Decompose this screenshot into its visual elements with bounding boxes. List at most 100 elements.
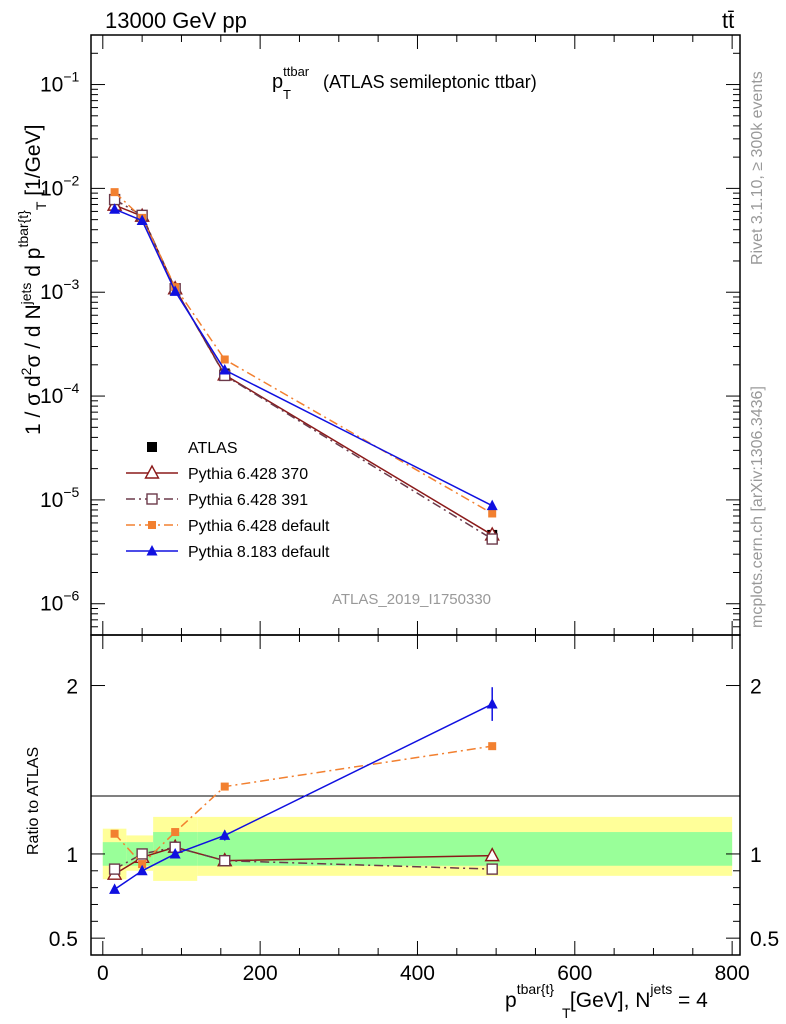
ratio-x-tick-label: 400	[400, 962, 435, 985]
uncertainty-bands	[102, 816, 733, 881]
legend-marker	[146, 545, 158, 556]
ratio-y-tick-label-right: 1	[750, 844, 762, 867]
data-point	[486, 499, 498, 511]
legend-marker	[147, 442, 157, 452]
data-point	[219, 829, 231, 840]
analysis-id-label: ATLAS_2019_I1750330	[332, 591, 491, 608]
main-x-ticks	[102, 35, 733, 635]
x-axis-label: ptbar{t} [GeV], Njets = 4 T	[505, 981, 708, 1021]
main-y-axis: 10−1 10−2 10−3 10−4 10−5 10−6	[40, 52, 740, 636]
ratio-y-tick-label-left: 0.5	[49, 928, 78, 951]
ratio-panel: 0.5 0.51 12 2 0 200 400 600 800 Ratio to ATLAS …	[25, 634, 779, 1021]
rivet-version-label: Rivet 3.1.10, ≥ 300k events	[749, 71, 766, 265]
title-rest: (ATLAS semileptonic ttbar)	[323, 72, 537, 92]
xlabel-mid: [GeV], N	[564, 989, 650, 1012]
ratio-y-tick-label-left: 1	[66, 844, 78, 867]
xlabel-sup: tbar{t}	[517, 981, 555, 997]
ratio-y-tick-label-right: 0.5	[750, 928, 779, 951]
series-pythia-6-428-370	[106, 196, 500, 541]
ratio-y-tick-label-left: 2	[66, 676, 78, 699]
main-y-tick-label: 10−4	[40, 380, 80, 408]
main-y-tick-label: 10−3	[40, 276, 80, 304]
data-point	[488, 509, 497, 518]
legend-entry: ATLAS	[147, 440, 238, 457]
legend-marker	[148, 521, 156, 529]
data-point	[171, 828, 180, 837]
mcplots-label: mcplots.cern.ch [arXiv:1306.3436]	[749, 386, 766, 628]
data-point	[136, 214, 148, 226]
chart-title: pttbar T (ATLAS semileptonic ttbar)	[272, 64, 537, 102]
main-y-label: 1 / σ d2σ / d Njets d ptbar{t}T [1/GeV]	[15, 125, 49, 435]
legend-label: Pythia 6.428 default	[188, 518, 330, 535]
legend-label: ATLAS	[188, 440, 238, 457]
ratio-x-tick-label: 0	[97, 962, 109, 985]
legend-label: Pythia 8.183 default	[188, 544, 330, 561]
data-point	[484, 847, 500, 862]
data-point	[110, 829, 119, 838]
main-y-tick-label: 10−1	[40, 69, 80, 97]
title-p: p	[272, 71, 283, 93]
ratio-x-tick-label: 600	[557, 962, 592, 985]
main-y-tick-label: 10−6	[40, 588, 80, 616]
data-point	[486, 863, 498, 875]
title-sup: ttbar	[283, 64, 310, 79]
ratio-x-axis: 0 200 400 600 800	[97, 635, 750, 985]
xlabel-sub: T	[562, 1005, 571, 1021]
series-pythia-6-428-391	[108, 841, 498, 875]
data-point	[169, 285, 181, 296]
series-line	[114, 208, 493, 507]
main-series-layer	[106, 188, 500, 545]
main-y-tick-label: 10−5	[40, 484, 80, 512]
ratio-frame	[90, 634, 741, 956]
series-pythia-8-183-default	[109, 687, 498, 894]
series-pythia-6-428-default	[110, 742, 497, 869]
inner-uncertainty-band	[197, 832, 733, 866]
legend-marker	[146, 493, 158, 505]
data-point	[109, 883, 121, 894]
data-point	[108, 863, 121, 875]
legend-entry: Pythia 6.428 default	[126, 518, 330, 535]
ratio-x-tick-label: 800	[715, 962, 750, 985]
main-panel: 10−1 10−2 10−3 10−4 10−5 10−6 pttbar T (ATLAS…	[15, 34, 741, 636]
data-point	[219, 364, 231, 375]
data-point	[219, 854, 231, 867]
main-y-tick-label: 10−2	[40, 172, 80, 200]
energy-label: 13000 GeV pp	[105, 8, 247, 33]
series-line	[114, 745, 493, 866]
xlabel-end: = 4	[672, 989, 708, 1012]
xlabel-p: p	[505, 989, 517, 1012]
ratio-y-label: Ratio to ATLAS	[25, 747, 42, 855]
ratio-y-tick-label-right: 2	[750, 676, 762, 699]
svg-text:1 / σ d2σ / d Njets d ptbar{t}: 1 / σ d2σ / d Njets d ptbar{t}T [1/GeV]	[15, 125, 49, 435]
legend: ATLAS Pythia 6.428 370 Pythia 6.428 391 Pyt…	[126, 440, 330, 561]
series-pythia-8-183-default	[109, 203, 498, 511]
data-point	[138, 860, 147, 869]
process-label: tt̄	[722, 8, 734, 33]
data-point	[486, 533, 498, 545]
data-point	[109, 203, 121, 214]
data-point	[220, 782, 229, 791]
legend-label: Pythia 6.428 370	[188, 466, 308, 483]
series-line	[114, 198, 493, 540]
series-atlas	[109, 195, 498, 540]
legend-label: Pythia 6.428 391	[188, 492, 308, 509]
data-point	[110, 188, 119, 197]
inner-uncertainty-band	[102, 842, 127, 866]
data-point	[136, 864, 148, 876]
legend-marker	[144, 464, 160, 479]
xlabel-sup2: jets	[649, 981, 672, 997]
ratio-series-layer	[106, 687, 500, 894]
ratio-y-axis: 0.5 0.5 1 1 2 2	[49, 676, 779, 952]
data-point	[486, 698, 498, 709]
data-point	[220, 355, 229, 364]
title-sub: T	[283, 87, 291, 102]
data-point	[488, 742, 497, 751]
series-line	[114, 204, 493, 536]
svg-text:pttbar: pttbar	[272, 64, 310, 93]
legend-entry: Pythia 8.183 default	[126, 544, 330, 561]
legend-entry: Pythia 6.428 370	[126, 464, 308, 483]
data-point	[169, 847, 181, 859]
ratio-x-tick-label: 200	[243, 962, 278, 985]
data-point	[136, 848, 148, 860]
